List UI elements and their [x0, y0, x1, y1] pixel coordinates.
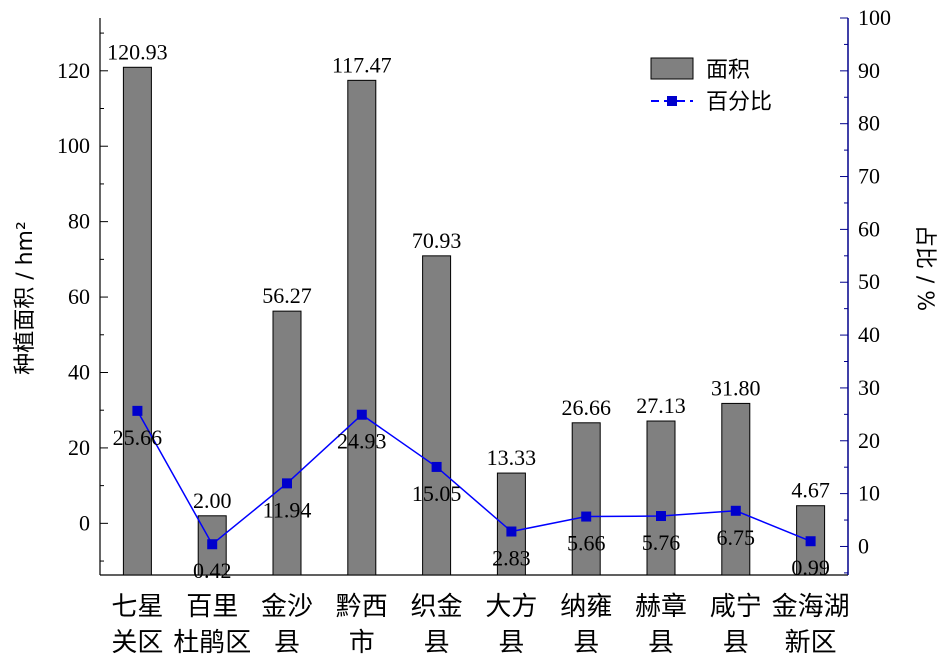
bar: [646, 420, 676, 576]
y-right-tick-label: 30: [858, 375, 880, 400]
line-value-label: 0.99: [791, 555, 830, 580]
category-label: 关区: [111, 628, 163, 658]
category-label: 百里: [186, 592, 238, 622]
line-point: [356, 409, 367, 420]
y-left-tick-label: 100: [57, 133, 90, 158]
line-point: [282, 478, 292, 489]
category-label: 县: [723, 628, 749, 658]
category-label: 县: [498, 628, 524, 658]
category-label: 金海湖: [772, 592, 850, 622]
category-label: 县: [424, 628, 450, 658]
category-label: 纳雍: [560, 592, 612, 622]
category-label: 新区: [785, 628, 837, 658]
category-label: 织金: [411, 592, 463, 622]
line-point: [207, 539, 218, 550]
category-label: 咸宁: [710, 592, 762, 622]
y-right-tick-label: 40: [858, 322, 880, 347]
line-point: [506, 526, 517, 537]
category-label: 县: [648, 628, 674, 658]
bar-value-label: 31.80: [711, 375, 761, 400]
category-label: 黔西: [336, 592, 388, 622]
y-left-tick-label: 60: [68, 284, 90, 309]
line-value-label: 5.66: [567, 531, 606, 556]
category-label: 赫章: [635, 592, 687, 622]
line-series: [132, 405, 816, 550]
percentage-line: [136, 410, 811, 546]
y-right-tick-label: 60: [858, 216, 880, 241]
legend-bar-label: 面积: [706, 58, 750, 83]
line-point: [132, 405, 143, 416]
data-labels: 120.93 2.00 56.27 117.47 70.93 13.33 26.66 27.1…: [107, 39, 830, 583]
y-axis-right-title: 占比 / %: [912, 225, 937, 311]
bar-value-label: 120.93: [107, 39, 168, 64]
bar: [571, 422, 601, 576]
bar-value-label: 56.27: [262, 283, 312, 308]
line-point: [656, 511, 666, 522]
bar-value-label: 27.13: [636, 393, 686, 418]
bar: [347, 79, 377, 576]
category-label: 县: [274, 628, 300, 658]
y-right-tick-label: 50: [858, 269, 880, 294]
line-point: [730, 505, 741, 516]
bar-value-label: 4.67: [791, 478, 830, 503]
legend: 面积 百分比: [650, 57, 772, 115]
y-right-tick-label: 10: [858, 481, 880, 506]
bar: [272, 310, 302, 576]
category-label: 金沙: [261, 592, 313, 622]
category-label: 七星: [111, 592, 163, 622]
legend-bar-swatch: [650, 57, 694, 80]
y-left-tick-label: 80: [68, 209, 90, 234]
category-label: 市: [349, 628, 375, 658]
y-right-tick-label: 80: [858, 111, 880, 136]
y-right-tick-label: 100: [858, 5, 891, 30]
bar-value-label: 70.93: [412, 228, 462, 253]
y-left-tick-label: 40: [68, 359, 90, 384]
legend-line-label: 百分比: [706, 90, 772, 115]
line-value-label: 25.66: [113, 425, 163, 450]
category-label: 杜鹃区: [173, 628, 251, 658]
line-point: [581, 511, 592, 522]
y-axis-left-title: 种植面积 / hm²: [13, 221, 38, 375]
line-value-label: 11.94: [263, 497, 312, 522]
line-value-label: 6.75: [717, 525, 756, 550]
category-label: 大方: [485, 592, 537, 622]
line-point: [431, 461, 442, 472]
bar-value-label: 2.00: [193, 488, 232, 513]
bar-value-label: 26.66: [561, 395, 611, 420]
line-value-label: 0.42: [193, 558, 232, 583]
line-value-label: 15.05: [412, 481, 462, 506]
y-left-tick-label: 20: [68, 435, 90, 460]
bar: [422, 255, 452, 576]
bar: [721, 402, 751, 576]
line-value-label: 2.83: [492, 546, 531, 571]
bar-series: [122, 66, 826, 576]
bar-value-label: 117.47: [332, 52, 392, 77]
y-left-tick-label: 0: [79, 510, 90, 535]
legend-line-marker: [667, 96, 677, 106]
y-right-tick-label: 20: [858, 428, 880, 453]
line-point: [805, 536, 816, 547]
line-value-label: 5.76: [642, 530, 681, 555]
category-label: 县: [573, 628, 599, 658]
y-right-tick-label: 0: [858, 533, 869, 558]
bar-value-label: 13.33: [487, 445, 537, 470]
y-right-tick-label: 90: [858, 58, 880, 83]
plot-axes: 0 20 40 60 80 100 120 0 10 20 30 40 50 60 70 80 90 100: [57, 5, 891, 576]
bar: [122, 66, 152, 576]
line-value-label: 24.93: [337, 429, 387, 454]
y-right-tick-label: 70: [858, 164, 880, 189]
y-left-tick-label: 120: [57, 58, 90, 83]
